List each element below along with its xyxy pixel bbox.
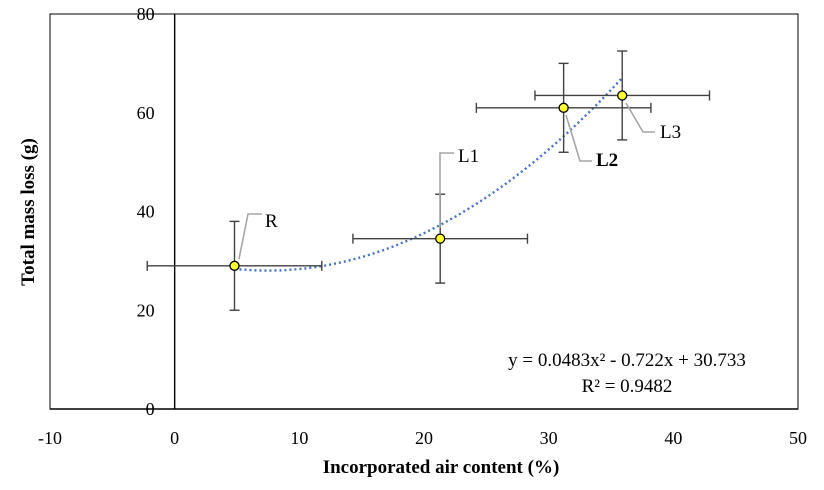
label-leader-line — [238, 213, 262, 260]
trendline — [234, 77, 624, 272]
x-tick-label: 20 — [415, 428, 433, 448]
data-point — [435, 233, 446, 244]
y-tick-label: 40 — [137, 202, 155, 222]
label-leader-line — [625, 102, 655, 133]
label-leader-line — [565, 114, 592, 162]
data-point — [617, 90, 628, 101]
label-leader-line — [439, 152, 454, 228]
point-label: R — [265, 211, 278, 232]
y-tick-labels: 0 20 40 60 80 — [137, 4, 155, 419]
x-tick-label: -10 — [38, 428, 62, 448]
x-tick-label: 10 — [290, 428, 308, 448]
x-tick-labels: -10 0 10 20 30 40 50 — [38, 428, 807, 448]
point-labels: R L1 L2 L3 — [238, 102, 681, 260]
point-label: L1 — [458, 146, 479, 167]
x-tick-label: 30 — [540, 428, 558, 448]
y-tick-label: 60 — [137, 103, 155, 123]
y-tick-label: 80 — [137, 4, 155, 24]
data-point — [229, 260, 240, 271]
x-axis-title: Incorporated air content (%) — [323, 457, 560, 478]
trendline-r-squared: R² = 0.9482 — [582, 376, 673, 397]
x-tick-label: 50 — [789, 428, 807, 448]
y-tick-label: 20 — [137, 300, 155, 320]
data-point — [558, 102, 569, 113]
y-axis-title: Total mass loss (g) — [18, 138, 39, 286]
x-tick-label: 40 — [664, 428, 682, 448]
point-label: L3 — [660, 122, 681, 143]
y-tick-label: 0 — [146, 399, 155, 419]
data-points — [229, 90, 628, 271]
trendline-equation: y = 0.0483x² - 0.722x + 30.733 — [508, 350, 746, 371]
point-label: L2 — [596, 150, 618, 171]
x-tick-label: 0 — [170, 428, 179, 448]
